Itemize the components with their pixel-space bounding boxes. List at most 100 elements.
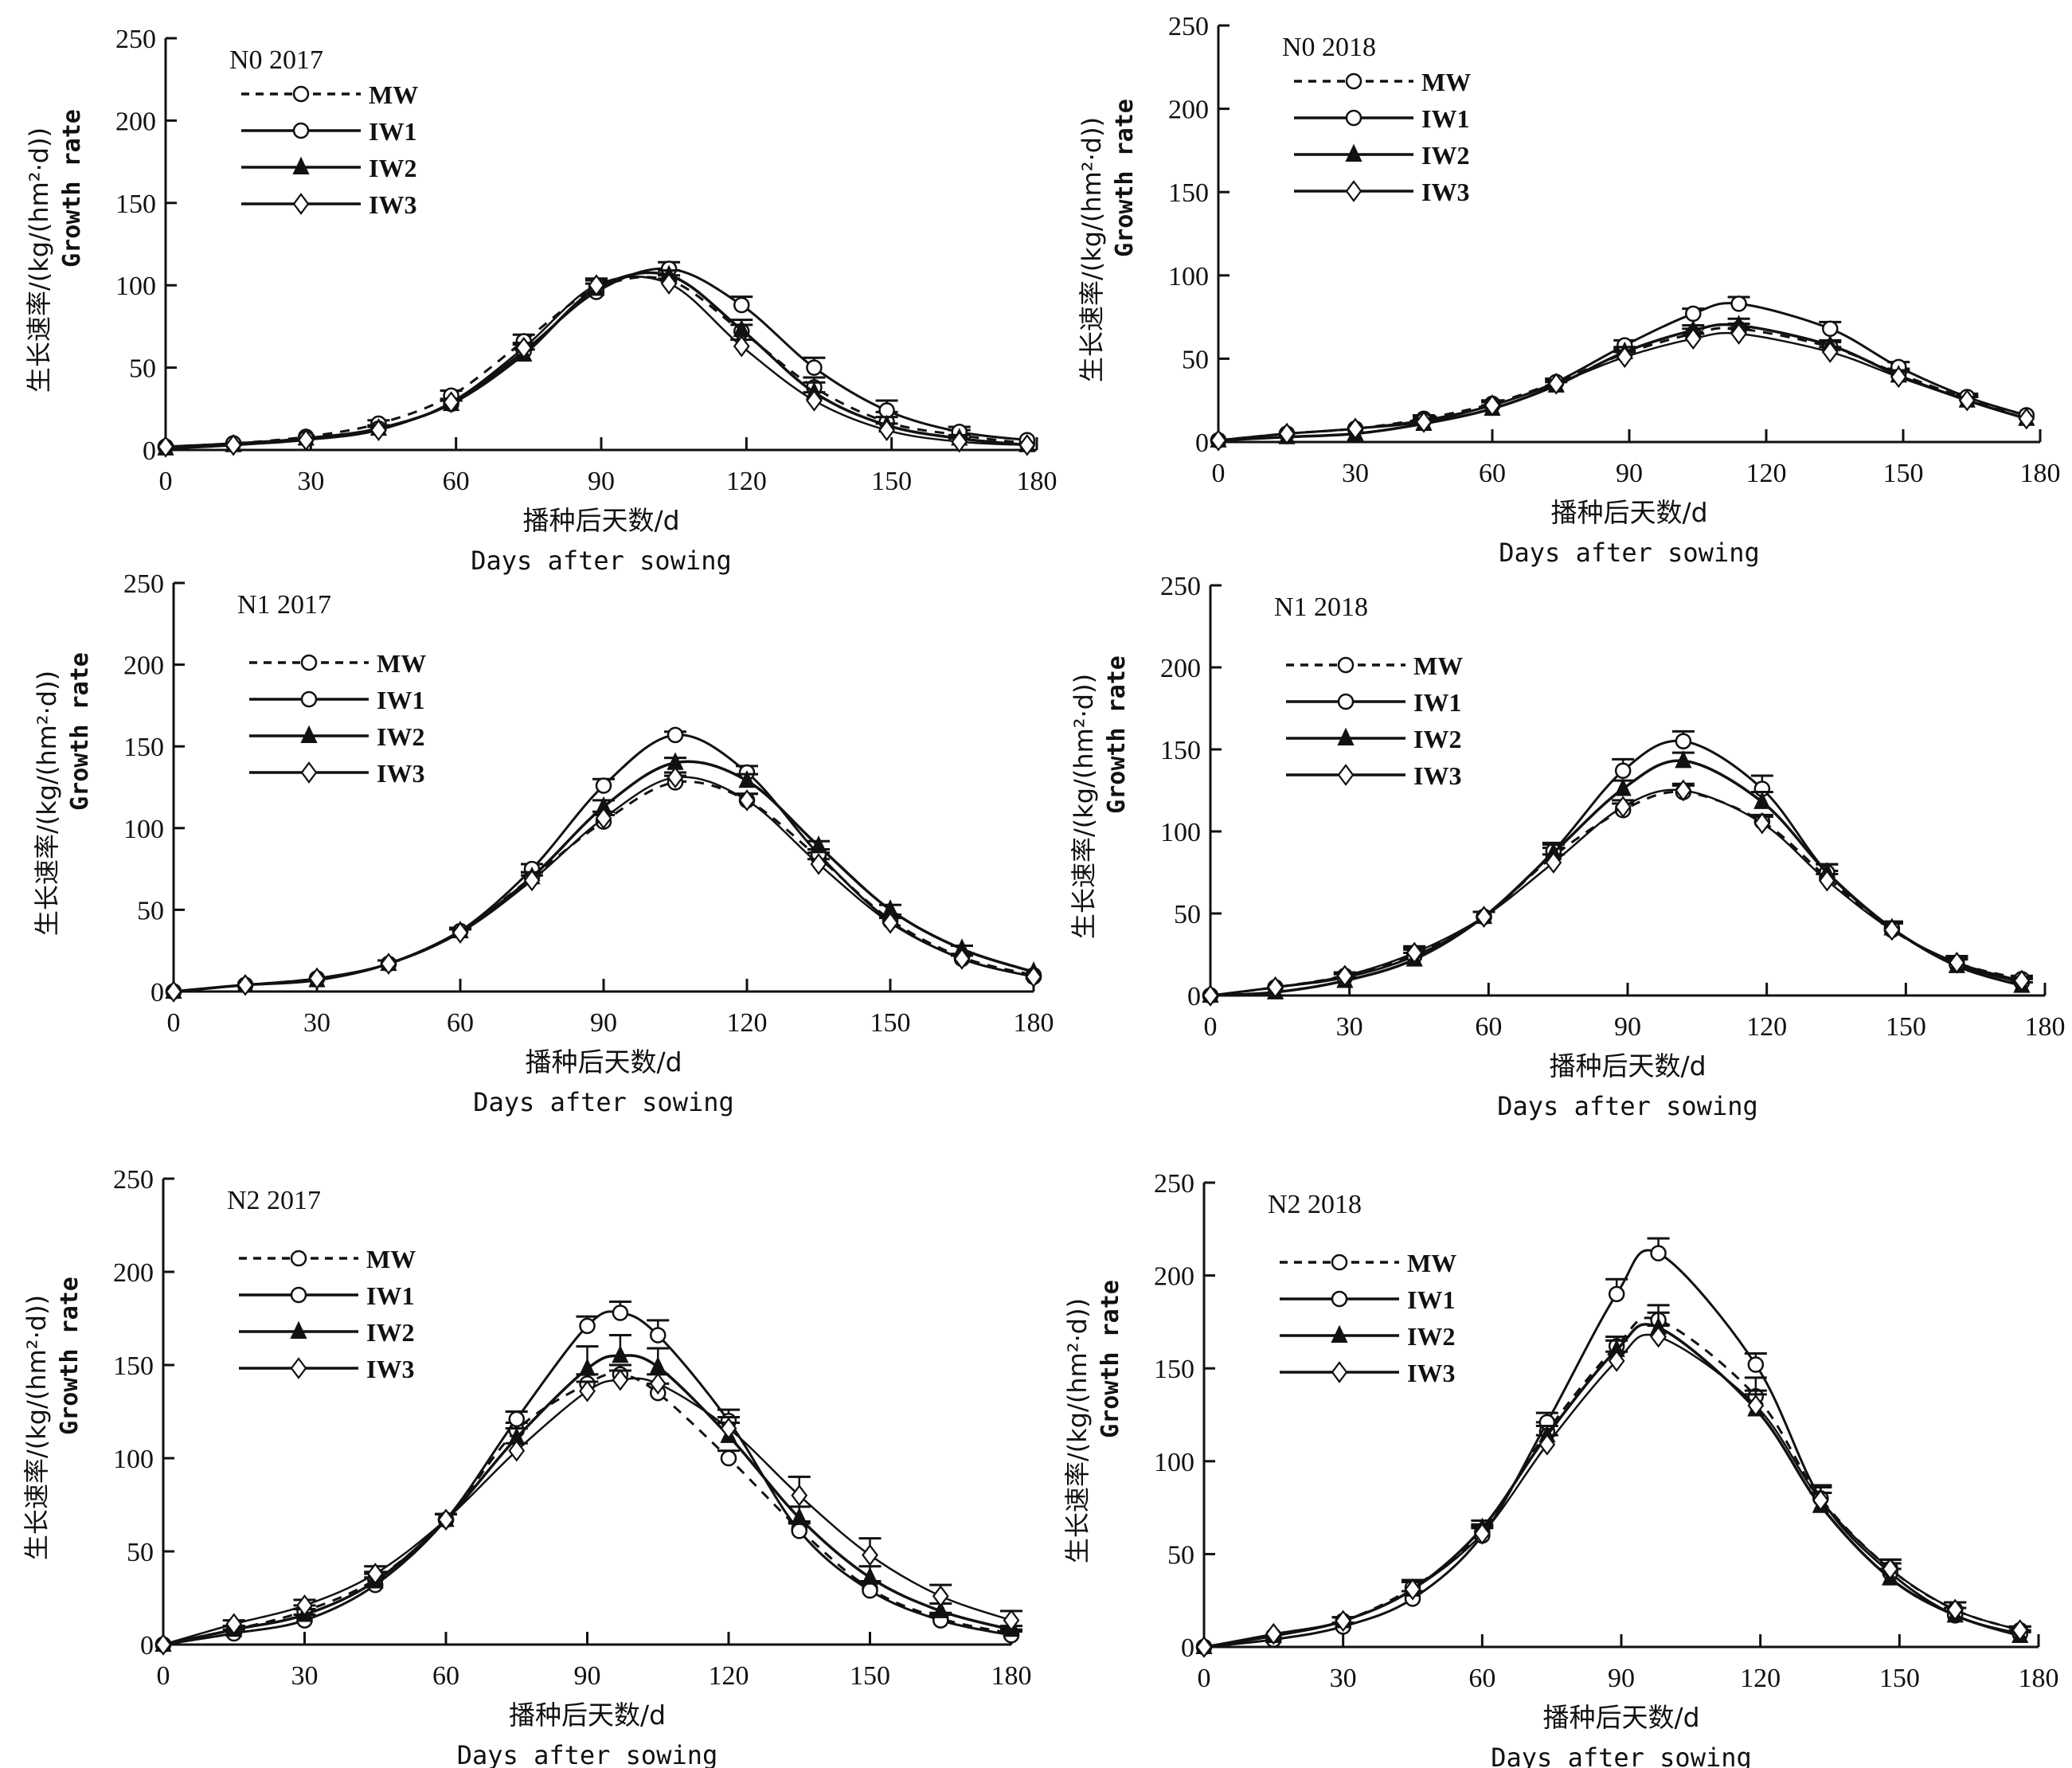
series-iw3 <box>1210 323 2035 452</box>
series-line <box>162 1372 1012 1646</box>
legend-item-mw: MW <box>249 649 426 678</box>
x-tick-label: 0 <box>1212 459 1226 488</box>
legend-item-iw1: IW1 <box>1280 1285 1455 1314</box>
legend-item-mw: MW <box>241 80 418 109</box>
data-point <box>1890 366 1907 389</box>
data-point <box>1484 394 1501 417</box>
x-tick-label: 150 <box>1879 1664 1920 1693</box>
y-tick-label: 250 <box>1168 12 1209 41</box>
data-point <box>1949 951 1965 974</box>
legend-marker-iw2 <box>1331 1324 1348 1343</box>
y-tick-label: 200 <box>1154 1262 1194 1292</box>
panel-title: N1 2017 <box>237 590 331 620</box>
series-line <box>162 1377 1012 1646</box>
legend-item-iw1: IW1 <box>239 1281 414 1310</box>
data-point <box>951 430 968 453</box>
data-point <box>660 272 678 295</box>
data-point <box>882 911 899 934</box>
y-axis-label-en: Growth rate <box>58 109 86 268</box>
data-point <box>1404 1578 1421 1601</box>
legend-label: IW3 <box>377 759 424 788</box>
series-iw1 <box>154 1300 1022 1653</box>
data-point <box>1616 346 1633 369</box>
panel-title: N2 2018 <box>1268 1190 1362 1219</box>
series-mw <box>1202 784 2033 1004</box>
legend-marker-mw <box>292 85 310 103</box>
data-point <box>649 1372 667 1395</box>
x-tick-label: 120 <box>1746 459 1787 488</box>
legend-label: IW1 <box>1407 1285 1455 1314</box>
legend-marker-iw3 <box>1331 1361 1348 1383</box>
data-point <box>1818 869 1835 892</box>
legend: MW IW1 IW2 IW3 <box>1280 1249 1456 1387</box>
y-tick-label: 50 <box>1182 345 1209 374</box>
data-point <box>370 419 387 442</box>
x-tick-label: 90 <box>574 1661 601 1691</box>
legend-item-mw: MW <box>239 1245 416 1273</box>
data-point <box>1685 305 1702 323</box>
x-tick-label: 120 <box>1740 1664 1781 1693</box>
data-point <box>165 980 182 1003</box>
series-line <box>1210 788 2023 997</box>
data-point <box>806 389 823 412</box>
series-line <box>165 276 1028 448</box>
series-line <box>1203 1316 2021 1649</box>
y-axis-label-en: Growth rate <box>1111 99 1139 257</box>
data-point <box>878 419 895 442</box>
legend-marker-iw2 <box>1345 143 1362 162</box>
x-tick-label: 0 <box>157 1661 170 1691</box>
data-point <box>1336 964 1354 988</box>
legend-label: IW3 <box>1407 1359 1455 1387</box>
data-point <box>157 436 174 458</box>
y-tick-label: 100 <box>123 815 164 844</box>
y-axis-label-en: Growth rate <box>1103 655 1131 814</box>
x-tick-label: 0 <box>1204 1012 1218 1042</box>
x-tick-label: 0 <box>167 1008 181 1038</box>
series-line <box>1210 739 2023 997</box>
x-tick-label: 30 <box>1330 1664 1357 1693</box>
x-axis-label-cn: 播种后天数/d <box>1542 1702 1699 1733</box>
x-axis-label-en: Days after sowing <box>473 1087 734 1117</box>
data-point <box>1018 433 1036 456</box>
data-point <box>1946 1598 1964 1621</box>
x-tick-label: 30 <box>1342 459 1369 488</box>
legend: MW IW1 IW2 IW3 <box>239 1245 416 1383</box>
x-tick-label: 90 <box>1614 1012 1641 1042</box>
data-point <box>612 1368 629 1391</box>
data-point <box>1650 1245 1667 1261</box>
data-point <box>366 1563 384 1585</box>
data-point <box>1675 733 1692 749</box>
legend-item-iw3: IW3 <box>1294 178 1469 206</box>
legend-label: IW2 <box>1407 1322 1455 1351</box>
legend-marker-iw1 <box>1345 109 1362 127</box>
y-tick-label: 250 <box>123 569 164 599</box>
data-point <box>1684 327 1702 350</box>
legend-label: MW <box>1413 651 1463 680</box>
data-point <box>2018 407 2035 430</box>
legend-label: IW3 <box>369 190 416 219</box>
series-line <box>162 1310 1012 1646</box>
panel-title: N2 2017 <box>227 1186 321 1215</box>
data-point <box>1202 984 1219 1007</box>
x-tick-label: 180 <box>2019 1664 2059 1693</box>
legend-marker-iw1 <box>292 122 310 139</box>
data-point <box>1675 779 1692 802</box>
data-point <box>932 1585 949 1607</box>
legend-marker-iw3 <box>1345 180 1362 202</box>
series-line <box>1210 790 2023 997</box>
series-line <box>173 760 1034 993</box>
data-point <box>578 1358 596 1376</box>
legend-item-iw2: IW2 <box>1280 1322 1455 1351</box>
legend-label: MW <box>366 1245 416 1273</box>
series-iw3 <box>154 1368 1022 1656</box>
panel-title: N0 2017 <box>229 45 323 75</box>
data-point <box>1753 791 1771 809</box>
data-point <box>1882 1558 1899 1580</box>
x-tick-label: 90 <box>1616 459 1643 488</box>
legend-marker-iw2 <box>290 1320 307 1339</box>
chart-panel: 0 50 100 150 200 250 0 30 60 90 120 150 180 播种后天数/d Da… <box>1077 12 2061 568</box>
data-point <box>1822 320 1839 337</box>
legend-label: IW1 <box>377 686 424 714</box>
series-iw2 <box>1202 750 2033 1003</box>
